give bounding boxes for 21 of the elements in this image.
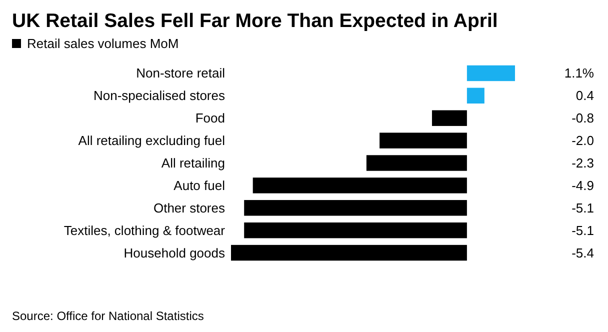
y-tick-label: Auto fuel <box>174 178 226 193</box>
data-label: -4.9 <box>572 178 594 193</box>
y-tick-label: Household goods <box>124 245 226 260</box>
y-tick-label: All retailing excluding fuel <box>78 133 226 148</box>
source-note: Source: Office for National Statistics <box>12 309 204 323</box>
y-tick-label: Food <box>195 110 225 126</box>
data-label: 1.1% <box>564 66 594 81</box>
chart-title: UK Retail Sales Fell Far More Than Expected in April <box>12 10 498 32</box>
y-tick-label: Other stores <box>153 200 226 216</box>
legend-label: Retail sales volumes MoM <box>27 36 179 51</box>
data-label: -2.3 <box>572 156 594 170</box>
data-label: -5.1 <box>572 222 594 238</box>
y-tick-label: All retailing <box>161 156 225 170</box>
data-label: -5.4 <box>572 245 594 260</box>
data-label: -5.1 <box>572 200 594 216</box>
y-tick-label: Textiles, clothing & footwear <box>64 222 226 238</box>
data-label: -0.8 <box>572 110 594 126</box>
y-tick-label: Non-specialised stores <box>93 88 226 104</box>
y-tick-label: Non-store retail <box>136 66 226 81</box>
data-label: 0.4 <box>576 88 594 104</box>
data-label: -2.0 <box>572 133 594 148</box>
